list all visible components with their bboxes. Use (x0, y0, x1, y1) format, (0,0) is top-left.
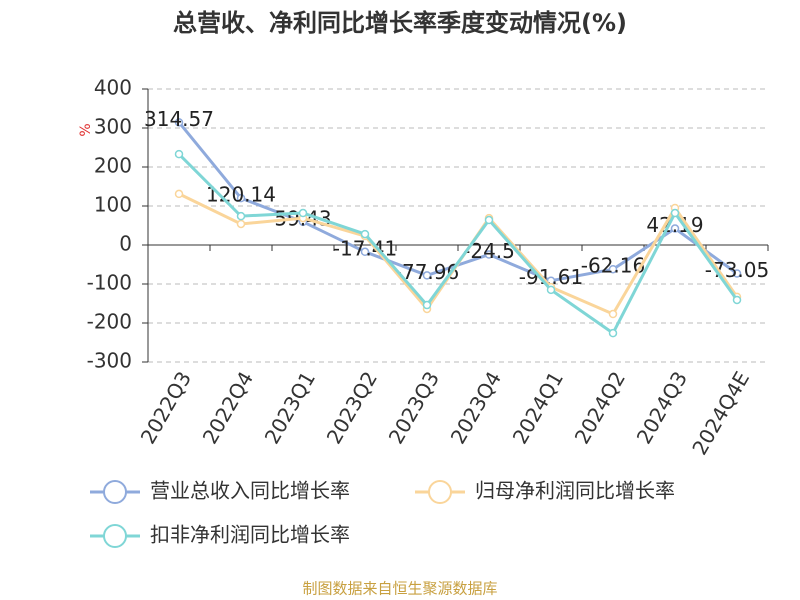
data-label: -62.16 (581, 254, 645, 278)
data-point (732, 295, 742, 305)
y-tick-label: 300 (94, 115, 132, 139)
data-point (608, 264, 618, 274)
legend-label: 营业总收入同比增长率 (150, 479, 350, 503)
data-point (360, 247, 370, 257)
data-label: 314.57 (144, 107, 214, 131)
x-tick-label: 2024Q1 (508, 367, 568, 448)
data-label: -17.41 (333, 236, 397, 260)
legend-label: 归母净利润同比增长率 (475, 479, 675, 503)
legend-label: 扣非净利润同比增长率 (150, 523, 350, 547)
data-point (608, 328, 618, 338)
data-point (360, 229, 370, 239)
y-tick-label: 100 (94, 193, 132, 217)
data-point (670, 224, 680, 233)
data-point (670, 208, 680, 218)
data-point (484, 215, 494, 225)
legend-marker (428, 480, 452, 504)
y-tick-label: 0 (119, 232, 132, 256)
y-tick-label: 400 (94, 76, 132, 100)
data-point (608, 309, 618, 319)
x-tick-label: 2024Q4E (687, 367, 754, 459)
chart-title: 总营收、净利同比增长率季度变动情况(%) (173, 9, 627, 37)
data-point (484, 250, 494, 259)
data-point (732, 269, 742, 278)
series-line (177, 153, 739, 336)
x-tick-label: 2023Q3 (384, 367, 444, 448)
x-tick-label: 2024Q2 (570, 367, 630, 448)
data-point (236, 219, 246, 229)
x-tick-label: 2023Q1 (260, 367, 320, 448)
legend-marker (103, 524, 127, 548)
data-point (236, 211, 246, 221)
y-tick-label: -100 (87, 271, 132, 295)
x-tick-label: 2024Q3 (632, 367, 692, 448)
source-note: 制图数据来自恒生聚源数据库 (302, 580, 497, 598)
data-point (174, 118, 184, 127)
x-tick-label: 2022Q3 (136, 367, 196, 448)
x-tick-label: 2022Q4 (198, 367, 258, 448)
data-point (298, 208, 308, 218)
data-point (422, 300, 432, 310)
data-point (422, 271, 432, 280)
legend-marker (103, 480, 127, 504)
y-tick-label: -300 (87, 349, 132, 373)
y-tick-label: -200 (87, 310, 132, 334)
x-tick-label: 2023Q4 (446, 367, 506, 448)
x-tick-label: 2023Q2 (322, 367, 382, 448)
y-unit: % (78, 123, 94, 136)
data-point (546, 285, 556, 295)
data-point (174, 149, 184, 159)
data-point (236, 193, 246, 203)
data-label: 120.14 (206, 183, 276, 207)
data-point (174, 189, 184, 199)
y-tick-label: 200 (94, 154, 132, 178)
